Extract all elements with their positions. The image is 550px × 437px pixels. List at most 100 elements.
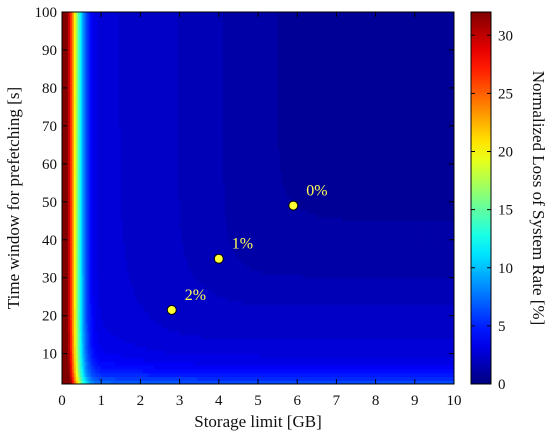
heatmap-cell <box>228 349 232 355</box>
heatmap-cell <box>259 361 263 366</box>
heatmap-cells <box>62 12 454 384</box>
heatmap-cell <box>91 349 94 355</box>
heatmap-cell <box>442 372 445 378</box>
heatmap-cell <box>338 353 341 359</box>
heatmap-cell <box>152 368 155 374</box>
heatmap-cell <box>103 376 106 381</box>
heatmap-cell <box>148 365 151 370</box>
heatmap-cell <box>132 368 136 374</box>
heatmap-cell <box>269 376 273 381</box>
heatmap-cell <box>218 361 222 366</box>
heatmap-cell <box>397 380 400 384</box>
heatmap-cell <box>181 353 185 359</box>
heatmap-cell <box>377 372 381 378</box>
heatmap-cell <box>256 349 259 355</box>
heatmap-cell <box>322 376 326 381</box>
heatmap-cell <box>132 361 136 366</box>
heatmap-cell <box>163 368 167 374</box>
heatmap-cell <box>346 368 349 374</box>
heatmap-cell <box>389 357 392 362</box>
heatmap-cell <box>258 365 261 370</box>
heatmap-cell <box>146 376 149 381</box>
heatmap-cell <box>220 368 224 374</box>
heatmap-cell <box>312 361 316 366</box>
heatmap-cell <box>305 353 308 359</box>
heatmap-cell <box>432 372 435 378</box>
heatmap-cell <box>420 361 424 366</box>
heatmap-cell <box>224 376 228 381</box>
heatmap-cell <box>269 365 273 370</box>
heatmap-cell <box>216 346 220 351</box>
heatmap-cell <box>140 357 143 362</box>
heatmap-cell <box>285 353 288 359</box>
heatmap-cell <box>165 368 169 374</box>
heatmap-cell <box>312 372 316 378</box>
heatmap-cell <box>140 372 143 378</box>
heatmap-cell <box>101 365 104 370</box>
heatmap-cell <box>450 380 453 384</box>
heatmap-cell <box>167 346 171 351</box>
heatmap-cell <box>114 349 118 355</box>
heatmap-cell <box>177 376 181 381</box>
heatmap-cell <box>252 368 255 374</box>
heatmap-cell <box>350 357 353 362</box>
heatmap-cell <box>224 380 228 384</box>
heatmap-cell <box>295 376 298 381</box>
heatmap-cell <box>336 349 339 355</box>
heatmap-cell <box>334 365 337 370</box>
heatmap-cell <box>224 349 228 355</box>
heatmap-cell <box>87 357 91 362</box>
heatmap-cell <box>142 380 145 384</box>
heatmap-cell <box>410 357 414 362</box>
heatmap-cell <box>293 380 296 384</box>
heatmap-cell <box>307 372 310 378</box>
heatmap-cell <box>171 372 175 378</box>
heatmap-cell <box>359 357 363 362</box>
heatmap-cell <box>205 361 208 366</box>
heatmap-cell <box>448 365 451 370</box>
heatmap-cell <box>234 376 238 381</box>
heatmap-cell <box>199 353 202 359</box>
heatmap-cell <box>346 357 349 362</box>
heatmap-cell <box>418 353 422 359</box>
heatmap-cell <box>93 346 96 351</box>
heatmap-cell <box>99 365 102 370</box>
heatmap-cell <box>269 361 273 366</box>
heatmap-cell <box>412 357 416 362</box>
heatmap-cell <box>381 361 385 366</box>
heatmap-cell <box>158 357 161 362</box>
heatmap-cell <box>95 357 98 362</box>
heatmap-cell <box>352 349 355 355</box>
heatmap-cell <box>344 365 347 370</box>
heatmap-cell <box>344 357 347 362</box>
heatmap-cell <box>87 353 91 359</box>
heatmap-cell <box>187 357 190 362</box>
heatmap-cell <box>195 353 198 359</box>
heatmap-cell <box>163 361 167 366</box>
heatmap-cell <box>308 376 312 381</box>
heatmap-cell <box>101 353 104 359</box>
heatmap-cell <box>167 361 171 366</box>
heatmap-cell <box>205 357 208 362</box>
heatmap-cell <box>210 353 214 359</box>
heatmap-cell <box>85 357 89 362</box>
heatmap-cell <box>210 361 214 366</box>
heatmap-cell <box>320 365 324 370</box>
heatmap-cell <box>175 365 179 370</box>
heatmap-cell <box>256 346 259 351</box>
heatmap-cell <box>381 368 385 374</box>
heatmap-cell <box>83 376 87 381</box>
heatmap-cell <box>293 353 296 359</box>
heatmap-cell <box>348 361 351 366</box>
heatmap-cell <box>97 361 100 366</box>
heatmap-cell <box>212 361 216 366</box>
heatmap-cell <box>385 361 388 366</box>
heatmap-cell <box>254 346 257 351</box>
heatmap-cell <box>62 346 65 351</box>
heatmap-cell <box>361 365 365 370</box>
heatmap-cell <box>414 357 418 362</box>
heatmap-cell <box>275 368 279 374</box>
heatmap-cell <box>410 380 414 384</box>
heatmap-cell <box>283 361 287 366</box>
heatmap-cell <box>446 372 449 378</box>
